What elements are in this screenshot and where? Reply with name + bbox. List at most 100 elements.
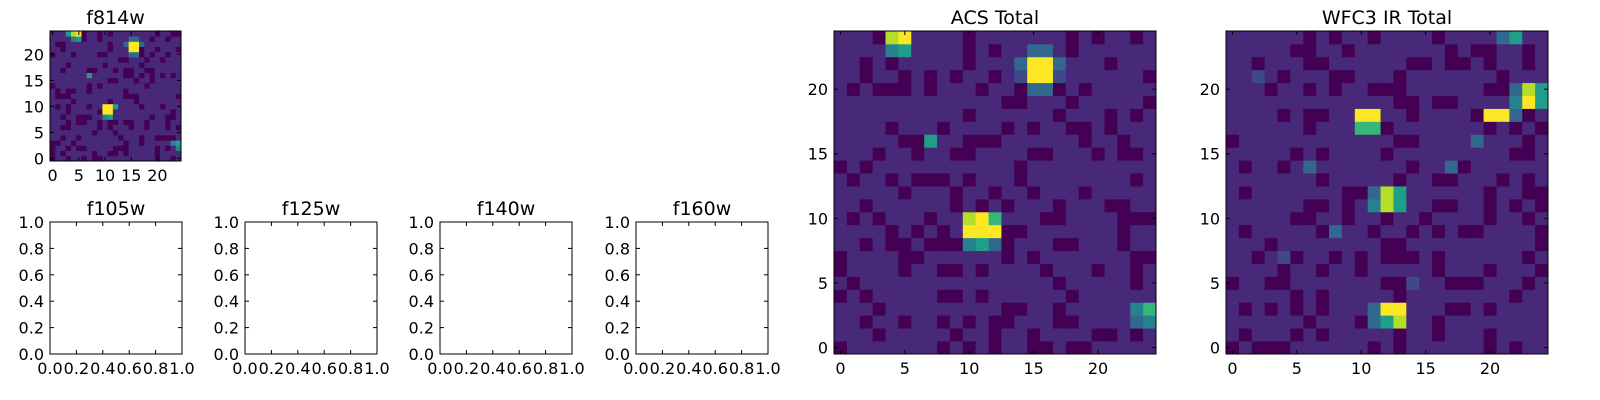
heatmap-cell	[1329, 224, 1343, 239]
heatmap-cell	[149, 77, 156, 84]
heatmap-cell	[55, 72, 61, 79]
heatmap-cell	[1483, 95, 1497, 109]
heatmap-cell	[1509, 328, 1523, 342]
heatmap-cell	[144, 124, 150, 131]
heatmap-cell	[1444, 82, 1459, 96]
heatmap-cell	[112, 150, 119, 157]
heatmap-cell	[1496, 315, 1510, 329]
heatmap-cell	[937, 328, 951, 342]
heatmap-cell	[1496, 31, 1510, 45]
heatmap-cell	[81, 36, 88, 42]
heatmap-cell	[144, 103, 150, 110]
heatmap-cell	[97, 31, 103, 37]
heatmap-cell	[1457, 134, 1472, 148]
heatmap-cell	[846, 237, 861, 252]
heatmap-cell	[1419, 315, 1433, 329]
heatmap-cell	[1406, 121, 1420, 135]
heatmap-cell	[1303, 82, 1317, 96]
heatmap-cell	[1001, 108, 1015, 122]
heatmap-cell	[1143, 160, 1157, 174]
heatmap-cell	[1264, 198, 1278, 213]
heatmap-cell	[81, 145, 88, 151]
heatmap-cell	[1264, 108, 1278, 122]
heatmap-cell	[1509, 263, 1523, 277]
heatmap-cell	[1040, 263, 1054, 277]
heatmap-cell	[1238, 328, 1253, 342]
heatmap-cell	[949, 134, 964, 148]
heatmap-cell	[1052, 341, 1067, 355]
heatmap-cell	[1444, 276, 1459, 290]
heatmap-cell	[988, 31, 1002, 45]
heatmap-cell	[1470, 250, 1484, 264]
heatmap-cell	[170, 31, 177, 37]
heatmap-cell	[1496, 147, 1510, 161]
heatmap-cell	[1014, 237, 1028, 252]
heatmap-cell	[1027, 198, 1041, 213]
heatmap-cell	[949, 224, 964, 239]
heatmap-cell	[91, 135, 98, 141]
heatmap-cell	[50, 145, 56, 151]
heatmap-cell	[988, 341, 1002, 355]
heatmap-cell	[1264, 43, 1278, 58]
y-tick-label: 10	[808, 209, 828, 228]
heatmap-cell	[859, 147, 874, 161]
heatmap-cell	[1052, 82, 1067, 96]
heatmap-cell	[149, 129, 156, 136]
heatmap-cell	[1457, 250, 1472, 264]
heatmap-cell	[1014, 108, 1028, 122]
heatmap-cell	[1444, 302, 1459, 316]
heatmap-cell	[859, 224, 874, 239]
heatmap-cell	[86, 51, 93, 58]
heatmap-cell	[123, 150, 129, 157]
heatmap-cell	[70, 83, 77, 89]
heatmap-cell	[1329, 341, 1343, 355]
heatmap-cell	[118, 114, 124, 120]
heatmap-cell	[1117, 186, 1131, 200]
heatmap-cell	[834, 328, 848, 342]
heatmap-cell	[112, 72, 119, 79]
heatmap-cell	[872, 263, 886, 277]
heatmap-cell	[1303, 341, 1317, 355]
heatmap-cell	[1052, 224, 1067, 239]
heatmap-cell	[102, 72, 109, 79]
heatmap-cell	[144, 109, 150, 115]
heatmap-cell	[139, 140, 145, 146]
heatmap-cell	[1419, 69, 1433, 84]
heatmap-cell	[1419, 186, 1433, 200]
heatmap-cell	[1091, 186, 1105, 200]
heatmap-cell	[70, 114, 77, 120]
heatmap-cell	[1535, 82, 1549, 96]
heatmap-cell	[1535, 160, 1549, 174]
heatmap-cell	[1040, 328, 1054, 342]
heatmap-cell	[885, 276, 899, 290]
y-tick-label: 20	[24, 45, 44, 64]
heatmap-cell	[1367, 56, 1381, 71]
heatmap-cell	[975, 134, 989, 148]
heatmap-cell	[1393, 69, 1407, 84]
y-tick-label: 0.2	[409, 319, 434, 338]
heatmap-cell	[107, 114, 114, 120]
heatmap-cell	[60, 72, 67, 79]
heatmap-cell	[91, 145, 98, 151]
heatmap-cell	[1483, 69, 1497, 84]
heatmap-cell	[165, 155, 171, 162]
heatmap-cell	[81, 41, 88, 47]
heatmap-cell	[1238, 82, 1253, 96]
heatmap-cell	[81, 67, 88, 73]
heatmap-cell	[70, 57, 77, 63]
heatmap-cell	[1117, 31, 1131, 45]
heatmap-cell	[846, 82, 861, 96]
heatmap-cell	[1522, 173, 1536, 187]
heatmap-cell	[144, 51, 150, 58]
heatmap-cell	[1052, 263, 1067, 277]
heatmap-cell	[160, 36, 166, 42]
heatmap-cell	[846, 56, 861, 71]
heatmap-cell	[1354, 147, 1369, 161]
heatmap-cell	[170, 41, 177, 47]
heatmap-cell	[834, 160, 848, 174]
heatmap-cell	[1535, 108, 1549, 122]
heatmap-cell	[1117, 134, 1131, 148]
heatmap-cell	[1316, 69, 1330, 84]
heatmap-cell	[144, 83, 150, 89]
heatmap-cell	[1104, 341, 1118, 355]
